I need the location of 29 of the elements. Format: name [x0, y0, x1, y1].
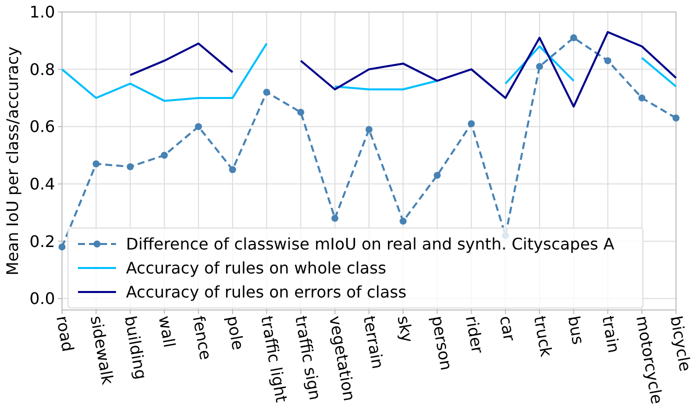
x-tick-label: traffic sign — [291, 314, 325, 402]
x-tick-label: sidewalk — [86, 314, 118, 387]
x-tick-label: terrain — [360, 314, 388, 370]
legend-label: Accuracy of rules on whole class — [126, 258, 386, 278]
x-tick-label: vegetation — [325, 314, 360, 402]
y-tick-label: 0.2 — [30, 232, 55, 251]
legend-label: Accuracy of rules on errors of class — [126, 282, 406, 302]
x-tick-label: sky — [394, 314, 417, 344]
y-tick-label: 0.6 — [30, 117, 55, 136]
x-tick-label: bus — [564, 314, 588, 346]
y-axis-title: Mean IoU per class/accuracy — [3, 46, 22, 276]
y-tick-label: 0.4 — [30, 174, 55, 194]
x-tick-label: motorcycle — [632, 314, 667, 406]
x-tick-label: car — [496, 314, 520, 343]
x-tick-label: wall — [154, 314, 180, 349]
legend-label: Difference of classwise mIoU on real and synth. Cityscapes A — [126, 234, 614, 254]
x-tick-label: traffic light — [257, 314, 292, 404]
x-tick-label: building — [120, 314, 151, 381]
x-tick-label: truck — [530, 314, 556, 359]
x-tick-label: rider — [462, 314, 488, 356]
x-tick-label: fence — [188, 314, 216, 362]
x-tick-label: train — [598, 314, 624, 354]
x-tick-label: bicycle — [666, 314, 695, 373]
y-tick-label: 0.8 — [30, 60, 55, 79]
x-tick-label: person — [428, 314, 456, 372]
x-tick-label: road — [52, 314, 78, 354]
y-tick-label: 0.0 — [30, 289, 55, 308]
x-tick-label: pole — [223, 314, 248, 352]
y-tick-label: 1.0 — [30, 2, 55, 22]
